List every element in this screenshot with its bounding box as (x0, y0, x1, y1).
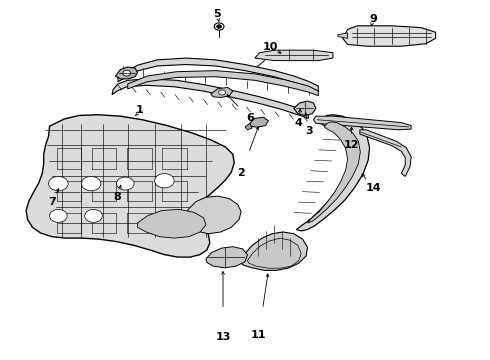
Text: 2: 2 (237, 168, 245, 178)
Text: 1: 1 (136, 105, 144, 115)
Circle shape (155, 174, 174, 188)
Polygon shape (338, 33, 347, 39)
Polygon shape (343, 26, 436, 46)
Polygon shape (240, 232, 308, 270)
Text: 8: 8 (113, 192, 121, 202)
Text: 10: 10 (263, 42, 278, 51)
Text: 9: 9 (369, 14, 377, 24)
Circle shape (117, 177, 134, 190)
Circle shape (81, 176, 101, 191)
Polygon shape (206, 247, 247, 268)
Polygon shape (116, 67, 138, 79)
Polygon shape (314, 116, 411, 130)
Circle shape (49, 210, 67, 222)
Circle shape (219, 90, 225, 95)
Polygon shape (112, 79, 309, 118)
Polygon shape (128, 71, 318, 96)
Polygon shape (294, 101, 316, 116)
Circle shape (214, 23, 224, 30)
Text: 7: 7 (48, 197, 56, 207)
Polygon shape (211, 87, 233, 98)
Circle shape (49, 176, 68, 191)
Text: 11: 11 (251, 330, 267, 340)
Polygon shape (255, 50, 333, 60)
Circle shape (85, 210, 102, 222)
Text: 4: 4 (295, 118, 303, 128)
Text: 3: 3 (306, 126, 313, 135)
Text: 6: 6 (246, 113, 254, 123)
Polygon shape (184, 196, 241, 234)
Circle shape (217, 25, 221, 28)
Polygon shape (296, 115, 369, 231)
Polygon shape (26, 115, 234, 257)
Text: 12: 12 (344, 140, 359, 150)
Polygon shape (308, 122, 360, 223)
Polygon shape (118, 58, 318, 91)
Polygon shape (250, 117, 269, 127)
Circle shape (123, 70, 131, 76)
Polygon shape (245, 123, 252, 130)
Text: 13: 13 (215, 332, 231, 342)
Polygon shape (138, 210, 206, 238)
Polygon shape (247, 238, 301, 268)
Text: 14: 14 (365, 183, 381, 193)
Polygon shape (360, 130, 411, 176)
Text: 5: 5 (213, 9, 221, 19)
